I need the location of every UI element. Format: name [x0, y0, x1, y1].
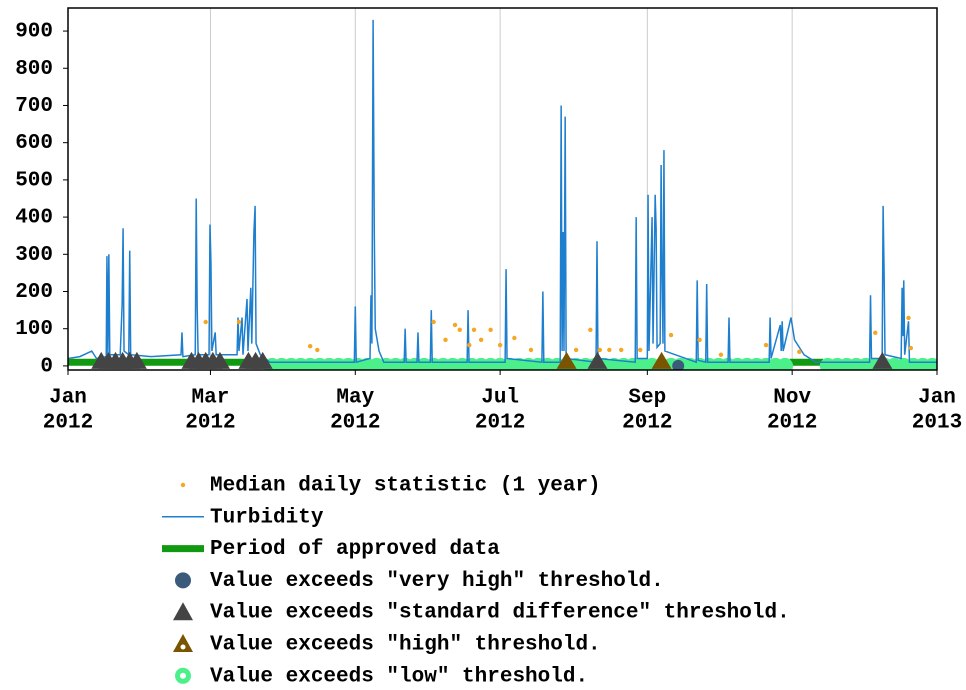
legend-label: Turbidity: [210, 506, 324, 529]
y-tick-label: 100: [15, 318, 53, 341]
legend-swatch: [180, 672, 186, 679]
x-tick-label: 2012: [475, 412, 525, 435]
x-tick-label: Nov: [773, 387, 811, 410]
x-tick-label: Mar: [192, 387, 230, 410]
median-point: [597, 347, 603, 353]
high-point: [651, 351, 672, 369]
median-point: [431, 319, 436, 325]
median-point: [906, 315, 911, 321]
median-point: [638, 347, 643, 353]
low-point: [777, 357, 794, 370]
median-point: [315, 347, 320, 353]
median-point: [497, 342, 503, 348]
x-tick-label: 2012: [767, 412, 817, 435]
std-diff-point: [126, 351, 147, 369]
y-tick-label: 300: [15, 244, 53, 267]
std-diff-point: [252, 351, 273, 369]
y-tick-label: 200: [15, 281, 53, 304]
x-tick-label: 2012: [43, 412, 93, 435]
x-tick-label: May: [336, 387, 374, 410]
y-tick-label: 0: [40, 355, 53, 378]
median-point: [203, 319, 208, 325]
median-point: [236, 319, 242, 325]
legend-label: Value exceeds "high" threshold.: [210, 634, 601, 657]
median-point: [488, 327, 493, 333]
x-tick-label: Sep: [628, 387, 666, 410]
std-diff-point: [872, 351, 893, 369]
legend-swatch: [180, 482, 186, 488]
legend-label: Period of approved data: [210, 538, 500, 561]
median-point: [588, 327, 593, 333]
median-point: [443, 337, 448, 343]
x-tick-label: Jan: [918, 387, 956, 410]
x-tick-label: 2012: [330, 412, 380, 435]
x-tick-label: 2012: [185, 412, 235, 435]
median-point: [697, 337, 702, 343]
legend-swatch: [173, 602, 193, 621]
plot: [68, 19, 937, 370]
std-diff-point: [587, 351, 608, 369]
median-point: [668, 332, 674, 338]
median-point: [471, 327, 477, 333]
legend-label: Value exceeds "standard difference" thre…: [210, 602, 790, 625]
high-point: [556, 351, 577, 369]
very-high-point: [672, 359, 685, 370]
y-tick-label: 800: [15, 58, 53, 81]
median-point: [478, 337, 484, 343]
median-point: [797, 349, 802, 354]
median-point: [619, 347, 624, 353]
legend-swatch: [180, 644, 186, 650]
plot-frame: [67, 7, 938, 371]
y-tick-label: 600: [15, 132, 53, 155]
y-tick-label: 500: [15, 169, 53, 192]
median-point: [528, 347, 534, 353]
median-point: [607, 347, 612, 353]
median-point: [452, 322, 458, 328]
median-point: [457, 327, 462, 333]
y-tick-label: 900: [15, 21, 53, 44]
legend-label: Value exceeds "very high" threshold.: [210, 570, 664, 593]
legend-swatch: [175, 572, 191, 589]
median-point: [573, 347, 579, 353]
std-diff-point: [209, 351, 230, 369]
x-tick-label: Jul: [481, 387, 519, 410]
x-tick-label: Jan: [49, 387, 87, 410]
legend-label: Value exceeds "low" threshold.: [210, 665, 588, 688]
median-point: [908, 345, 914, 351]
legend-swatch: [173, 634, 193, 652]
series-line: [68, 19, 937, 364]
median-point: [512, 335, 517, 341]
median-point: [467, 342, 472, 348]
median-point: [763, 342, 769, 348]
y-tick-label: 700: [15, 95, 53, 118]
legend-label: Median daily statistic (1 year): [210, 475, 601, 498]
y-tick-label: 400: [15, 207, 53, 230]
low-point: [924, 357, 937, 370]
x-tick-label: 2013: [912, 412, 962, 435]
median-point: [873, 330, 878, 335]
median-point: [718, 352, 724, 357]
x-tick-label: 2012: [622, 412, 672, 435]
median-point: [307, 343, 313, 349]
